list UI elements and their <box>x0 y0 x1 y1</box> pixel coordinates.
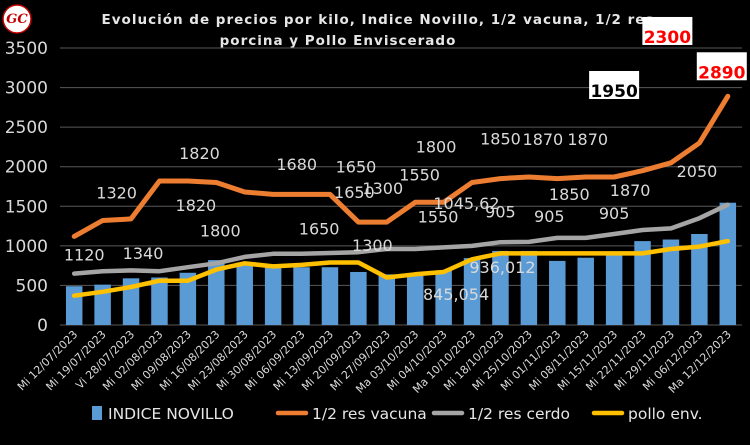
bar <box>378 274 396 325</box>
data-label: 1800 <box>200 222 241 241</box>
data-label: 1850 <box>480 130 521 149</box>
bar <box>719 202 737 325</box>
y-tick-label: 2000 <box>5 158 48 178</box>
y-tick-label: 3000 <box>5 79 48 99</box>
data-label: 2890 <box>698 63 745 83</box>
logo-circle <box>2 4 32 34</box>
data-label: 1550 <box>418 208 459 227</box>
bar <box>264 266 282 325</box>
logo-text: GC <box>6 12 28 27</box>
data-label: 1820 <box>179 144 220 163</box>
y-tick-label: 2500 <box>5 118 48 138</box>
data-label: 1650 <box>299 219 340 238</box>
data-label: 1850 <box>549 185 590 204</box>
bar <box>65 286 83 325</box>
legend: INDICE NOVILLO 1/2 res vacuna 1/2 res cerd… <box>92 405 703 423</box>
legend-swatch <box>92 406 102 420</box>
bar <box>577 257 594 325</box>
data-label-box <box>696 52 747 81</box>
data-label: 1820 <box>176 196 217 215</box>
series-line <box>71 202 731 276</box>
bar <box>208 260 225 325</box>
bar <box>520 250 538 325</box>
data-label: 1870 <box>610 181 651 200</box>
bar <box>463 258 481 325</box>
data-label: 1870 <box>523 130 564 149</box>
chart-title-line-1: Evolución de precios por kilo, Indice No… <box>102 12 655 28</box>
bar <box>151 277 168 325</box>
logo: GC <box>2 4 32 34</box>
legend-label: 1/2 res cerdo <box>468 405 570 423</box>
data-label: 905 <box>599 204 630 223</box>
bar <box>662 239 680 325</box>
bar <box>293 267 310 325</box>
legend-label: pollo env. <box>628 405 703 423</box>
data-label: 1300 <box>362 179 403 198</box>
data-label: 1870 <box>567 130 608 149</box>
y-tick-label: 1000 <box>5 237 48 257</box>
y-axis-ticks: 0 500 1000 1500 2000 2500 3000 3500 <box>5 39 48 336</box>
bar <box>549 260 566 325</box>
bar <box>350 271 367 325</box>
series-line <box>71 238 731 298</box>
data-label: 1650 <box>336 157 377 176</box>
bar <box>179 272 197 325</box>
bar <box>94 284 111 325</box>
bar <box>691 233 708 325</box>
line-series <box>71 93 731 298</box>
legend-label: INDICE NOVILLO <box>108 405 234 423</box>
data-label: 1680 <box>276 155 317 174</box>
y-tick-label: 1500 <box>5 197 48 217</box>
data-label: 936,012 <box>469 258 535 277</box>
data-label: 1340 <box>123 244 164 263</box>
bar <box>492 250 509 325</box>
data-label-box <box>589 71 640 100</box>
data-label: 845,054 <box>423 285 489 304</box>
data-label: 2300 <box>644 28 691 48</box>
data-label: 1550 <box>399 165 440 184</box>
y-tick-label: 0 <box>37 316 48 336</box>
y-tick-label: 500 <box>16 276 48 296</box>
data-label: 1320 <box>96 184 137 203</box>
chart-title-line-2: porcina y Pollo Enviscerado <box>220 33 457 49</box>
legend-label: 1/2 res vacuna <box>312 405 427 423</box>
data-label: 1650 <box>334 183 375 202</box>
data-label: 1120 <box>64 245 105 264</box>
bar <box>122 278 140 325</box>
data-label: 2050 <box>677 162 718 181</box>
bar <box>406 275 424 325</box>
data-label: 1300 <box>352 236 393 255</box>
data-label-box <box>642 16 693 45</box>
bar <box>634 241 651 325</box>
data-label: 905 <box>534 207 565 226</box>
series-line <box>71 93 731 239</box>
data-label: 1045,62 <box>433 194 499 213</box>
data-label: 1950 <box>590 82 637 102</box>
y-tick-label: 3500 <box>5 39 48 59</box>
data-label: 1800 <box>416 138 457 157</box>
bar <box>321 267 339 325</box>
bar-series <box>65 202 737 325</box>
bar <box>605 253 623 325</box>
data-label: 905 <box>485 202 516 221</box>
bar <box>236 262 253 325</box>
bar <box>435 270 452 325</box>
data-labels: 1120 1320 1340 1820 1820 1800 1680 1650 1650 1650… <box>64 16 747 304</box>
